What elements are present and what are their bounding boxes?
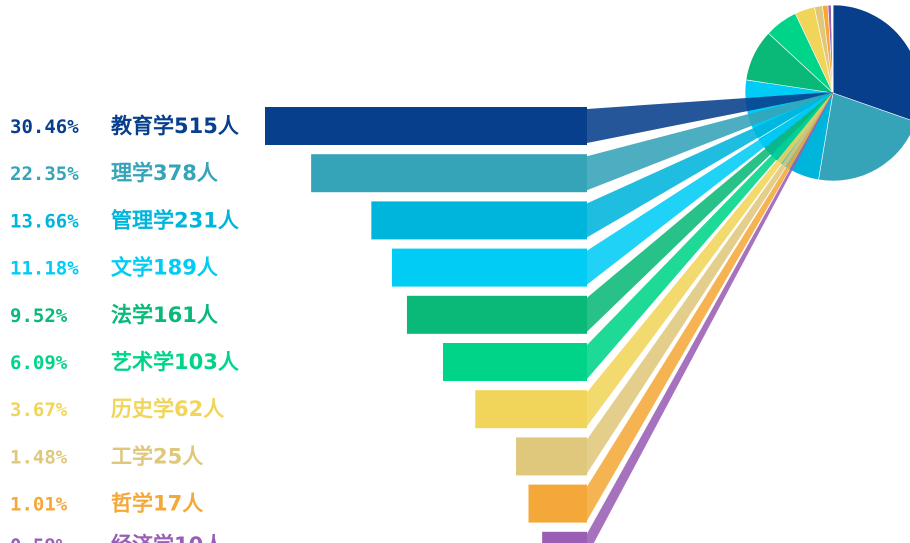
connector-4 xyxy=(587,92,833,285)
connector-3 xyxy=(587,92,833,238)
percent-label-8: 1.48% xyxy=(10,446,68,468)
bar-4 xyxy=(391,248,587,287)
connector-group xyxy=(587,92,833,543)
percent-label-7: 3.67% xyxy=(10,399,68,421)
percent-label-3: 13.66% xyxy=(10,210,79,232)
percent-label-9: 1.01% xyxy=(10,494,68,516)
category-label-8: 工学25人 xyxy=(111,444,203,468)
label-group: 30.46% 教育学515人 22.35% 理学378人 13.66% 管理学231人 11… xyxy=(10,114,239,543)
category-label-9: 哲学17人 xyxy=(111,492,203,516)
bar-10 xyxy=(542,531,587,543)
category-label-3: 管理学231人 xyxy=(111,208,239,232)
bar-8 xyxy=(516,437,587,476)
percent-label-5: 9.52% xyxy=(10,305,68,327)
bar-6 xyxy=(442,343,587,381)
percent-label-6: 6.09% xyxy=(10,352,68,374)
category-label-1: 教育学515人 xyxy=(111,114,239,138)
connector-8 xyxy=(587,92,833,474)
connector-2 xyxy=(587,92,833,191)
bar-group xyxy=(265,107,587,543)
bar-9 xyxy=(528,484,587,523)
percent-label-4: 11.18% xyxy=(10,258,79,280)
connector-6 xyxy=(587,92,833,379)
connector-9 xyxy=(587,92,833,521)
category-label-7: 历史学62人 xyxy=(111,397,224,421)
category-label-6: 艺术学103人 xyxy=(111,350,239,374)
connector-1 xyxy=(587,92,833,143)
bar-2 xyxy=(311,154,587,193)
percent-label-10: 0.59% xyxy=(10,535,68,543)
pie-slice-1 xyxy=(832,4,910,121)
bar-1 xyxy=(265,107,587,145)
bar-3 xyxy=(371,201,587,240)
category-label-5: 法学161人 xyxy=(111,303,218,327)
category-label-4: 文学189人 xyxy=(111,256,218,280)
connector-10 xyxy=(587,92,833,543)
category-label-2: 理学378人 xyxy=(111,161,218,185)
pie-slice-2 xyxy=(818,92,910,182)
connector-5 xyxy=(587,92,833,332)
percent-label-2: 22.35% xyxy=(10,163,79,185)
percent-label-1: 30.46% xyxy=(10,116,79,138)
connector-7 xyxy=(587,92,833,427)
bar-7 xyxy=(475,390,587,429)
category-label-10: 经济学10人 xyxy=(111,533,224,543)
bar-5 xyxy=(406,295,587,334)
